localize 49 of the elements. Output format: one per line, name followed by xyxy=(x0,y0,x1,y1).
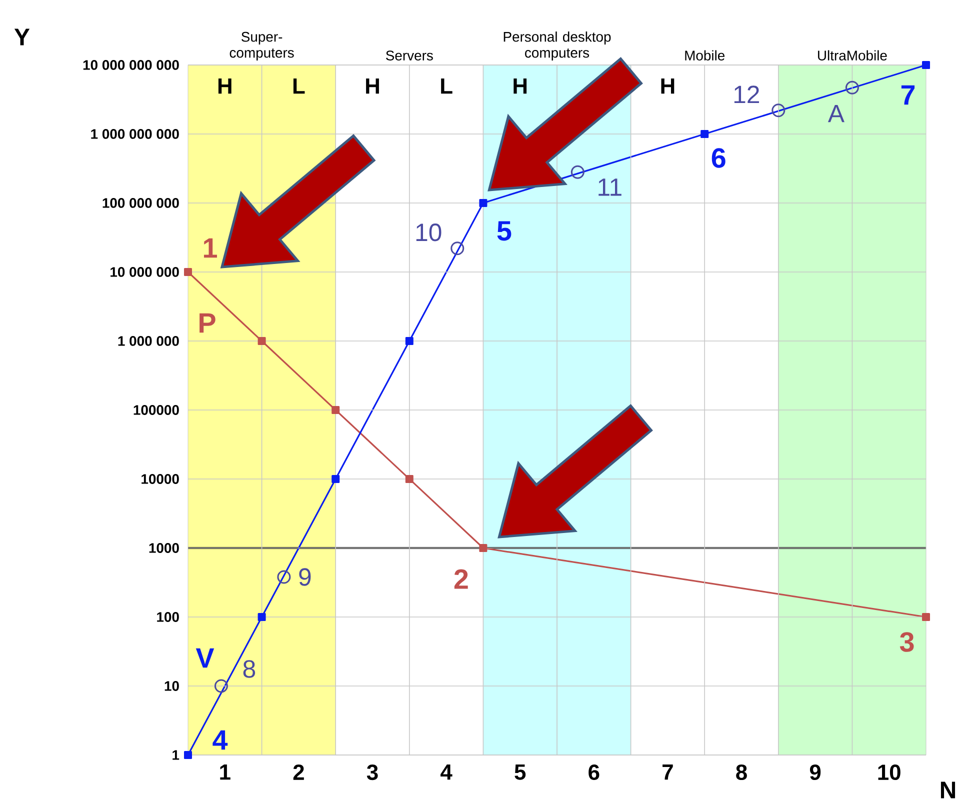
annotation: 1 xyxy=(204,238,217,258)
y-tick-label: 100000 xyxy=(134,405,179,415)
y-tick-label: 10 xyxy=(164,681,179,691)
x-tick-label: 10 xyxy=(878,764,900,780)
y-tick-label: 100 000 000 xyxy=(102,198,179,208)
annotation: H xyxy=(366,78,379,94)
y-tick-label: 1 000 000 000 xyxy=(91,129,179,139)
y-tick-label: 1 xyxy=(172,750,180,760)
annotation: 11 xyxy=(598,178,622,196)
y-tick-label: 100 xyxy=(157,612,179,622)
annotation: 12 xyxy=(734,86,759,104)
annotation: L xyxy=(293,78,305,94)
x-tick-label: 1 xyxy=(220,764,230,780)
y-tick-label: 10 000 000 000 xyxy=(83,60,179,70)
x-tick-label: 9 xyxy=(810,764,821,780)
annotation: 9 xyxy=(299,568,311,586)
x-tick-label: 3 xyxy=(366,764,378,780)
y-tick-label: 1000 xyxy=(149,543,179,553)
series-label: V xyxy=(196,648,214,668)
annotation: 2 xyxy=(454,569,468,589)
annotation: 3 xyxy=(900,632,914,652)
y-tick-label: 1 000 000 xyxy=(118,336,179,346)
annotation: A xyxy=(828,105,844,122)
x-tick-label: 7 xyxy=(662,764,673,780)
annotation: 10 xyxy=(416,224,442,242)
annotation: H xyxy=(218,78,232,94)
annotation: H xyxy=(514,78,527,94)
annotation: 5 xyxy=(497,221,512,241)
y-tick-label: 10 000 000 xyxy=(110,267,179,277)
annotation: 8 xyxy=(243,660,256,678)
x-tick-label: 6 xyxy=(588,764,600,780)
y-axis-title: Y xyxy=(14,28,30,46)
text: Servers xyxy=(386,50,433,60)
x-tick-label: 5 xyxy=(514,764,526,780)
annotation: H xyxy=(661,78,674,94)
x-axis-title: N xyxy=(940,782,956,798)
band-label: UltraMobile xyxy=(818,50,887,60)
annotation: 6 xyxy=(712,148,726,168)
x-tick-label: 4 xyxy=(440,764,452,780)
y-tick-label: 10000 xyxy=(142,474,179,484)
annotation: L xyxy=(441,78,452,94)
band-label: Super-computers xyxy=(230,32,294,60)
band-label: Personal desktop computers xyxy=(504,32,611,60)
x-tick-label: 8 xyxy=(736,764,747,780)
x-tick-label: 2 xyxy=(293,764,304,780)
annotation: 4 xyxy=(212,730,228,750)
text: Mobile xyxy=(685,50,725,60)
annotation: 7 xyxy=(901,85,915,105)
series-label: P xyxy=(200,313,216,333)
